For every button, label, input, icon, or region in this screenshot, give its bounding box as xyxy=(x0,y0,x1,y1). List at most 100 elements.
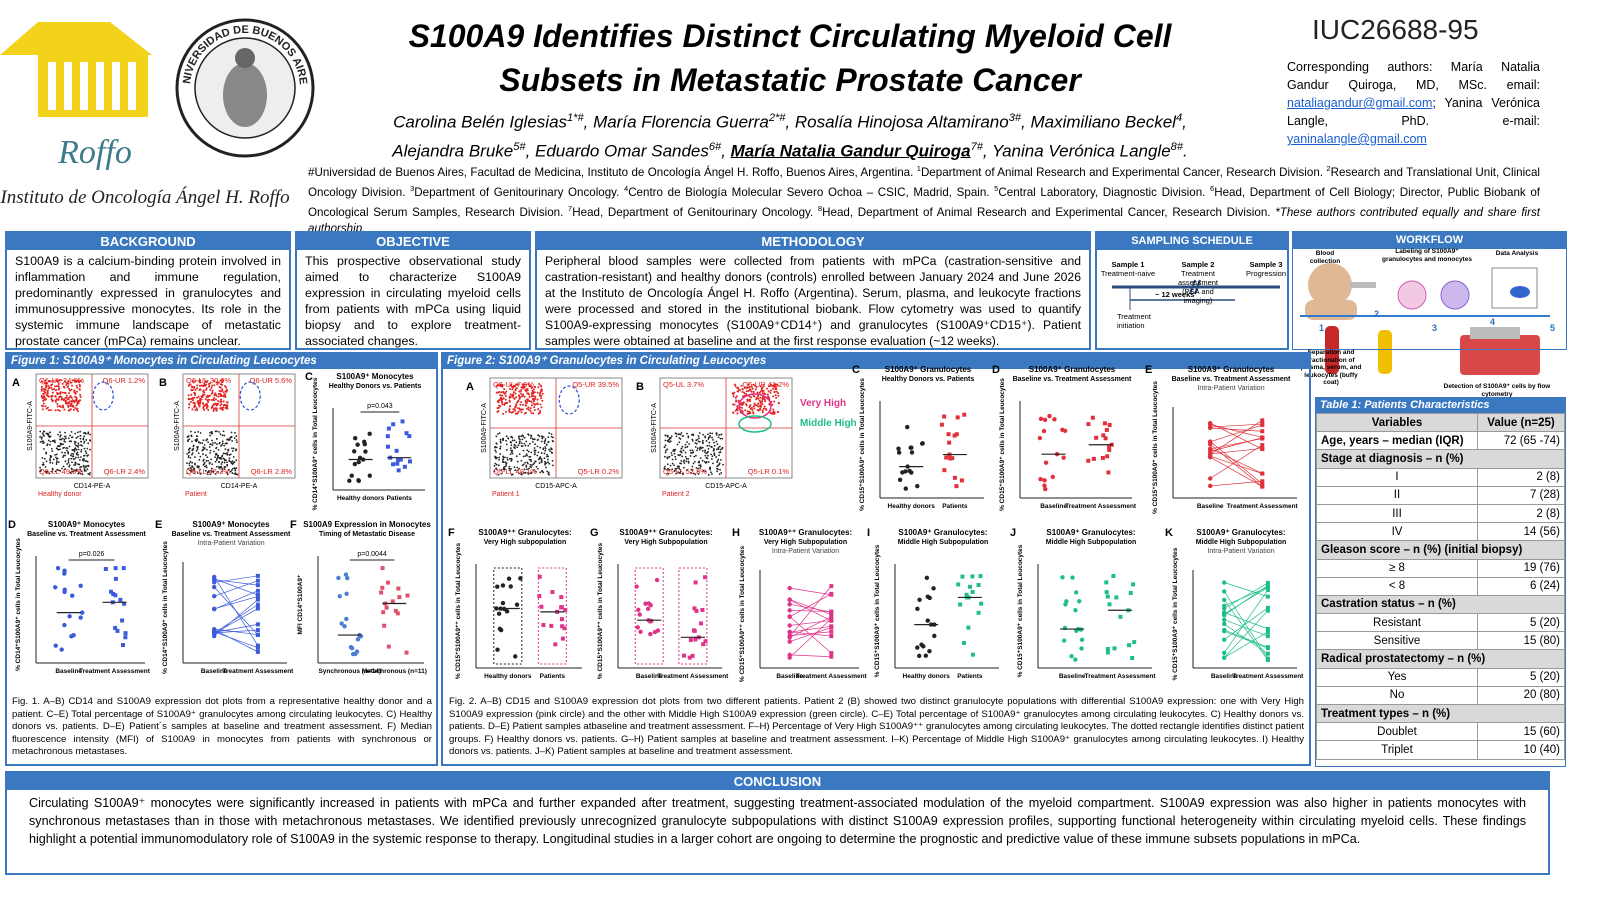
start-label: Treatment initiation xyxy=(1117,312,1151,330)
section-text: Peripheral blood samples were collected … xyxy=(545,254,1081,348)
text-run: . xyxy=(1182,141,1188,161)
workflow-label: Detection of S100A9⁺ cells by flow cytom… xyxy=(1443,383,1551,398)
label-cell: Doublet xyxy=(1316,722,1478,742)
text-run: Head, Department of Cell Biology; Direct… xyxy=(308,185,1540,219)
value-cell: 20 (80) xyxy=(1477,685,1565,706)
text-run: , Rosalía Hinojosa Altamirano xyxy=(785,112,1009,132)
label-cell: II xyxy=(1316,485,1478,505)
table-title: Table 1: Patients Characteristics xyxy=(1316,398,1565,413)
text-run: Centro de Biología Molecular Severo Ocho… xyxy=(628,185,995,199)
figure-title: Figure 2: S100A9⁺ Granulocytes in Circul… xyxy=(443,354,1309,369)
section-title: WORKFLOW xyxy=(1293,232,1566,249)
text-run: , Eduardo Omar Sandes xyxy=(525,141,709,161)
conclusion-box: CONCLUSION Circulating S100A9⁺ monocytes… xyxy=(5,771,1550,875)
step-number: 4 xyxy=(1490,317,1496,327)
value-cell: 15 (80) xyxy=(1477,631,1565,651)
institute-name: Instituto de Oncología Ángel H. Roffo xyxy=(0,186,290,208)
section-title: OBJECTIVE xyxy=(297,233,529,250)
text-run: ; Yanina Verónica Langle, PhD. e-mail: xyxy=(1287,96,1540,128)
value-cell: 14 (56) xyxy=(1477,522,1565,542)
email-link[interactable]: nataliagandur@gmail.com xyxy=(1287,96,1433,110)
poster-code: IUC26688-95 xyxy=(1312,14,1479,45)
text-run: Corresponding authors: María Natalia Gan… xyxy=(1287,60,1540,92)
text-run: 3# xyxy=(1008,112,1022,124)
label-cell: Age, years – median (IQR) xyxy=(1316,431,1478,451)
text-run: 8 xyxy=(817,203,823,213)
table-header: Variables Value (n=25) xyxy=(1316,412,1565,433)
section-cell: Gleason score – n (%) (initial biopsy) xyxy=(1316,540,1565,560)
label-cell: ≥ 8 xyxy=(1316,558,1478,578)
author-line: Carolina Belén Iglesias1*#, María Floren… xyxy=(300,106,1280,135)
step-number: 3 xyxy=(1432,323,1438,333)
text-run: Alejandra Bruke xyxy=(392,141,514,161)
corresponding: Corresponding authors: María Natalia Gan… xyxy=(1287,58,1540,148)
sample: Sample 2 Treatment assessment (PSA and im… xyxy=(1169,260,1227,305)
sampling-box: SAMPLING SCHEDULE xyxy=(1095,231,1289,350)
text-run: 6 xyxy=(1210,183,1215,193)
text-run: , Maximiliano Beckel xyxy=(1021,112,1176,132)
workflow-label: Separation and fractionation of plasma, … xyxy=(1300,349,1362,386)
authors: Carolina Belén Iglesias1*#, María Floren… xyxy=(300,106,1280,163)
label-cell: Sensitive xyxy=(1316,631,1478,651)
table-row: Age, years – median (IQR) 72 (65 -74) xyxy=(1316,431,1565,451)
figure1-box: Figure 1: S100A9⁺ Monocytes in Circulati… xyxy=(5,352,438,766)
sample-desc: Treatment assessment (PSA and imaging) xyxy=(1177,269,1219,305)
sample-name: Sample 3 xyxy=(1249,260,1283,269)
label-cell: I xyxy=(1316,467,1478,487)
text-run: 8# xyxy=(1170,140,1183,153)
table-row: III 2 (8) xyxy=(1316,503,1565,524)
section-cell: Stage at diagnosis – n (%) xyxy=(1316,449,1565,469)
methodology-box: METHODOLOGY Peripheral blood samples were… xyxy=(535,231,1091,350)
label-cell: Triplet xyxy=(1316,740,1478,760)
text-run: , xyxy=(721,141,731,161)
value-cell: 72 (65 -74) xyxy=(1477,431,1565,451)
text-run: Research and Translational Unit, Clinica… xyxy=(308,165,1540,199)
text-run: 5# xyxy=(513,140,526,153)
sample-desc: Treatment-naive xyxy=(1100,269,1156,278)
section-cell: Treatment types – n (%) xyxy=(1316,703,1565,724)
value-cell: 15 (60) xyxy=(1477,722,1565,742)
section-text: This prospective observational study aim… xyxy=(305,254,521,348)
text-run: 1*# xyxy=(567,112,584,124)
workflow-label: Data Analysis xyxy=(1495,250,1539,257)
section-title: CONCLUSION xyxy=(7,773,1548,790)
text-run: 7# xyxy=(970,140,983,153)
section-text: S100A9 is a calcium-binding protein invo… xyxy=(15,254,281,348)
text-run: 6# xyxy=(708,140,722,153)
author-line: Alejandra Bruke5#, Eduardo Omar Sandes6#… xyxy=(300,135,1280,164)
interval: ~ 12 weeks xyxy=(1155,290,1195,299)
figure2-box: Figure 2: S100A9⁺ Granulocytes in Circul… xyxy=(441,352,1311,766)
text-run: Head, Department of Genitourinary Oncolo… xyxy=(572,205,818,219)
workflow-art xyxy=(1300,263,1550,375)
background-box: BACKGROUND S100A9 is a calcium-binding pr… xyxy=(5,231,291,350)
text-run: 2*# xyxy=(768,112,786,124)
roffo-logo: Roffo Instituto de Oncología Ángel H. Ro… xyxy=(0,22,290,208)
label-cell: III xyxy=(1316,503,1478,524)
step-number: 2 xyxy=(1374,309,1380,319)
email-link[interactable]: yaninalangle@gmail.com xyxy=(1287,132,1427,146)
label-cell: < 8 xyxy=(1316,576,1478,596)
table-row: Gleason score – n (%) (initial biopsy) xyxy=(1316,540,1565,560)
sample-name: Sample 1 xyxy=(1111,260,1145,269)
section-text: Circulating S100A9⁺ monocytes were signi… xyxy=(29,796,1526,846)
workflow-label: Blood collection xyxy=(1309,250,1341,265)
workflow-label: Labeling of S100A9⁺ granulocytes and mon… xyxy=(1382,248,1472,263)
label-cell: Yes xyxy=(1316,667,1478,687)
text-run: 5 xyxy=(994,183,999,193)
section-cell: Radical prostatectomy – n (%) xyxy=(1316,649,1565,669)
label-cell: IV xyxy=(1316,522,1478,542)
sampling-diagram xyxy=(1112,279,1280,310)
text-run: #Universidad de Buenos Aires, Facultad d… xyxy=(308,165,917,179)
value-cell: 5 (20) xyxy=(1477,667,1565,687)
table-row: Stage at diagnosis – n (%) xyxy=(1316,449,1565,469)
value-cell: 6 (24) xyxy=(1477,576,1565,596)
table-row: Radical prostatectomy – n (%) xyxy=(1316,649,1565,669)
table-row: Doublet 15 (60) xyxy=(1316,722,1565,742)
value-cell: 10 (40) xyxy=(1477,740,1565,760)
table-row: No 20 (80) xyxy=(1316,685,1565,706)
sampling-labels: Sample 1 Treatment-naive Sample 2 Treatment… xyxy=(1095,250,1289,350)
text-run: , María Florencia Guerra xyxy=(583,112,769,132)
